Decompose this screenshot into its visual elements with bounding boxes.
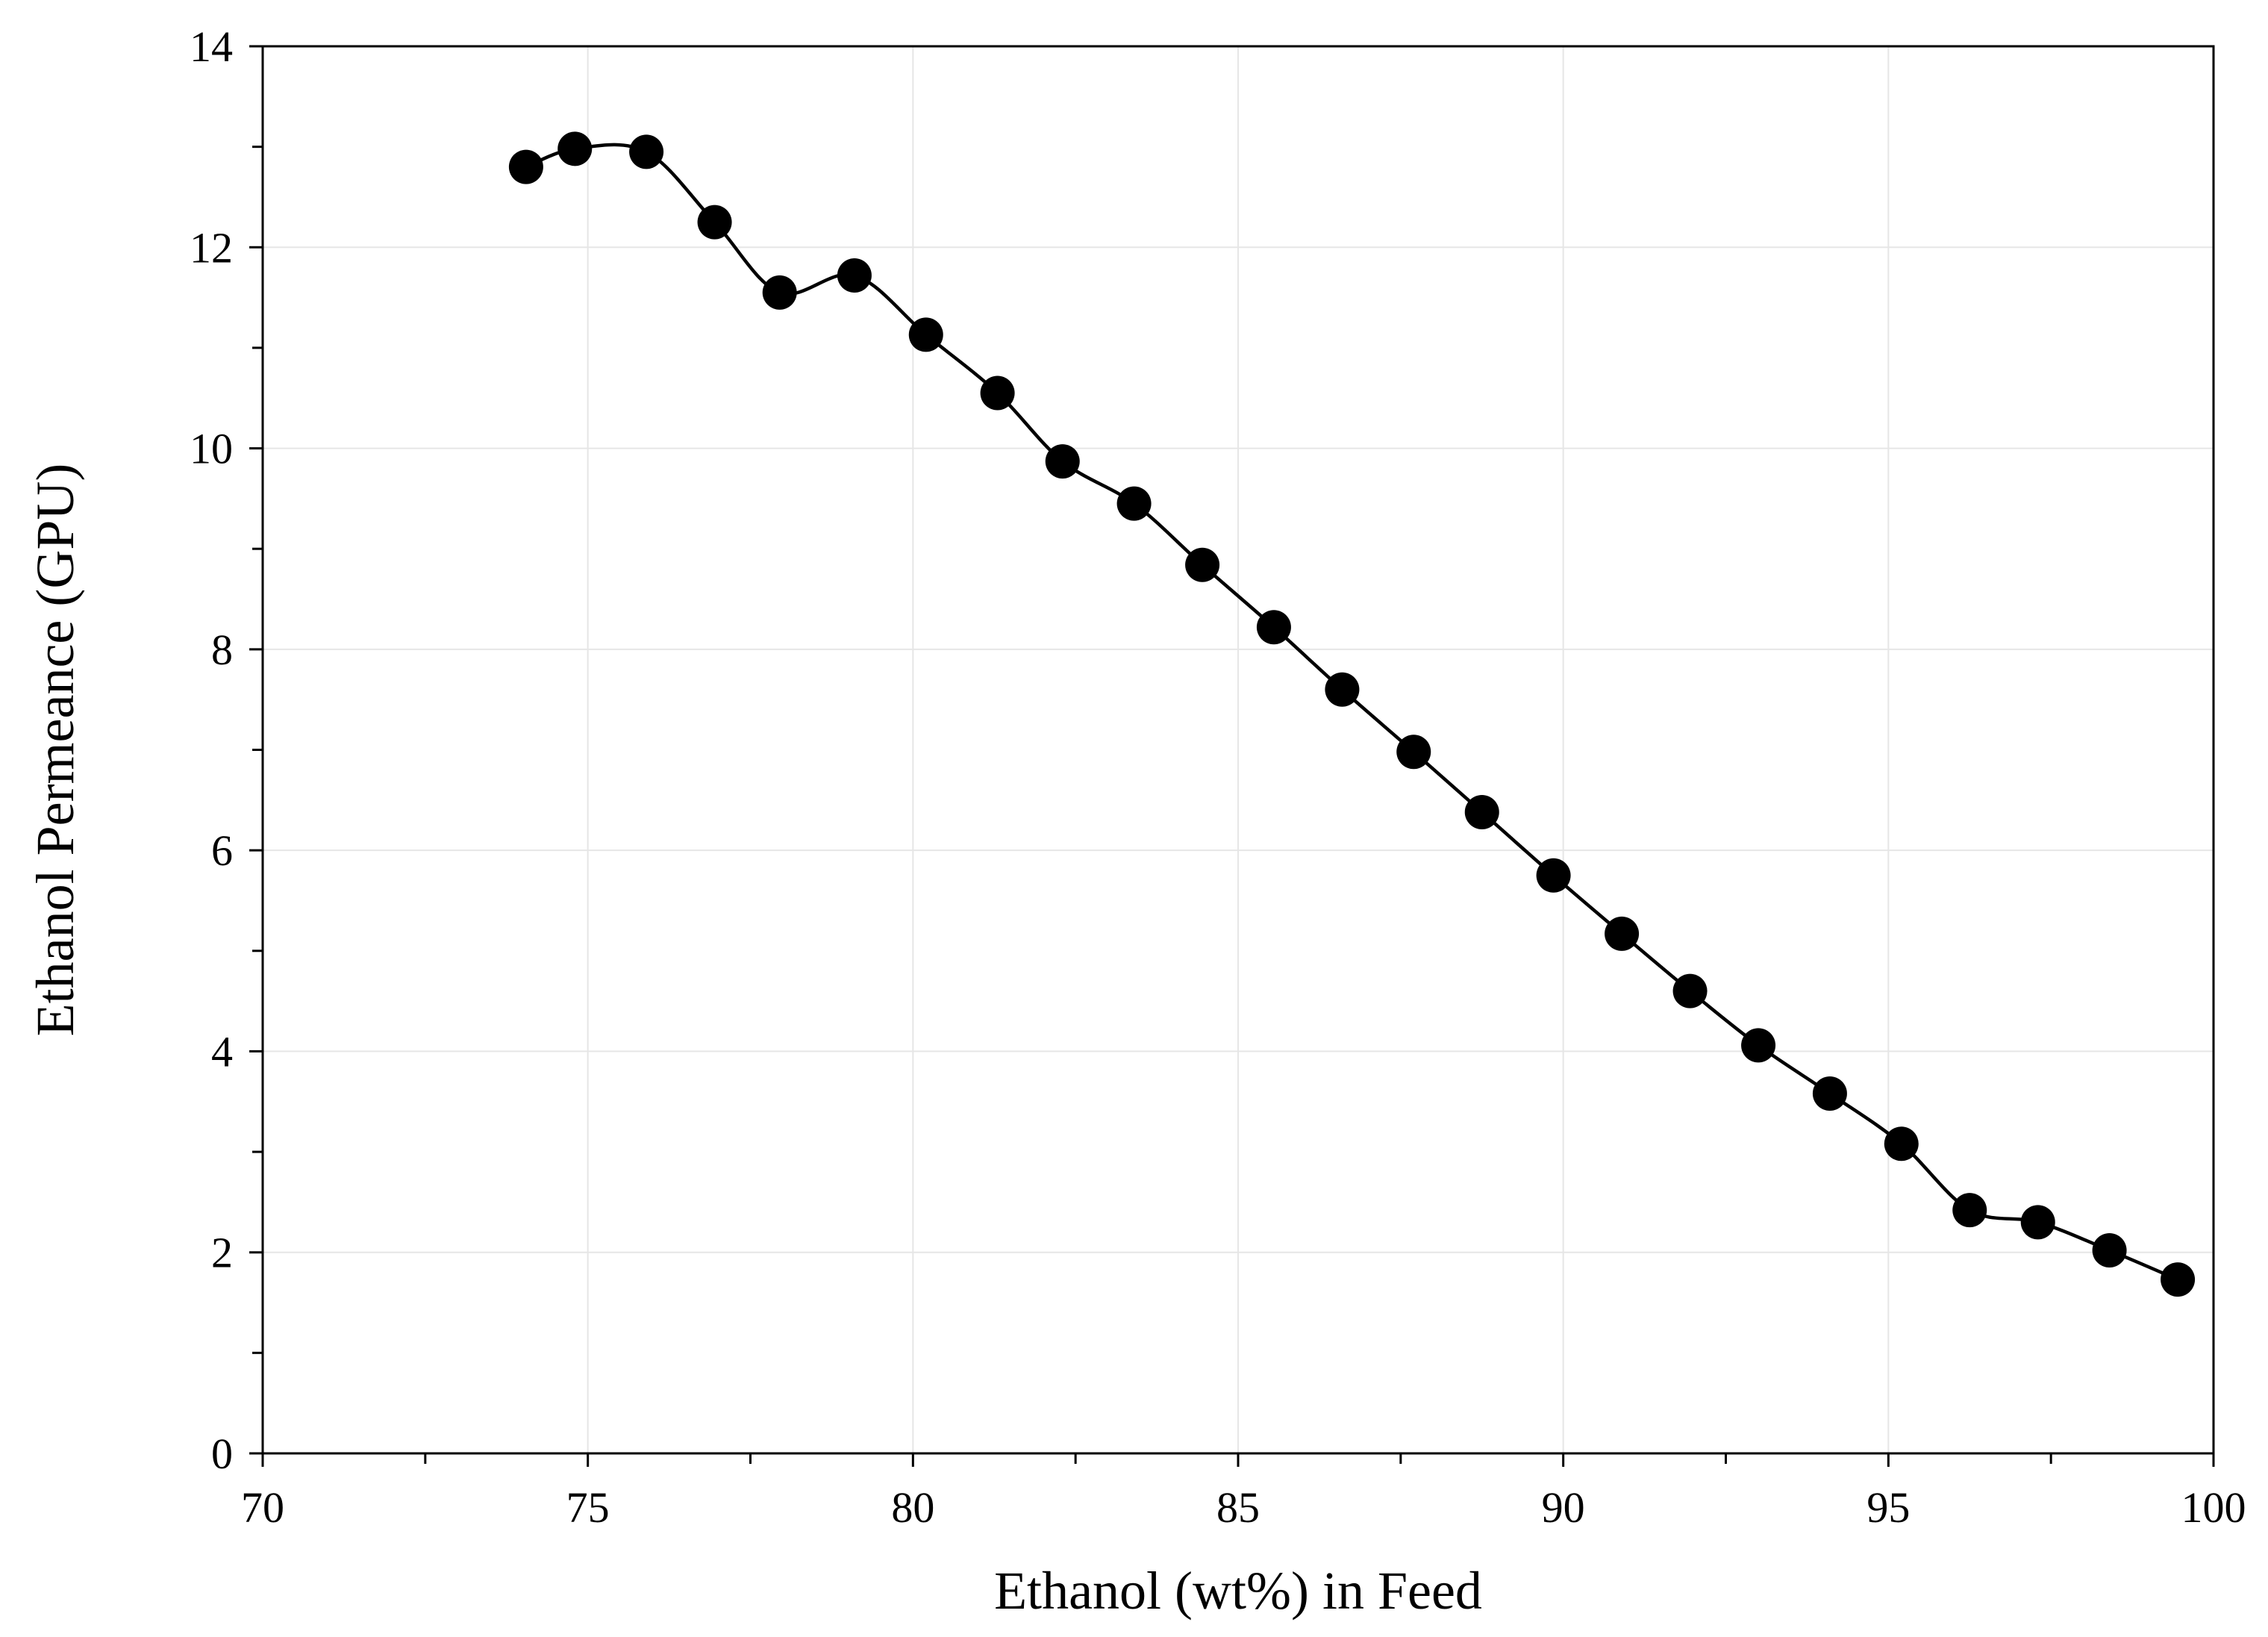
y-tick-label: 4	[211, 1027, 233, 1076]
data-point	[2092, 1233, 2127, 1268]
data-point	[2020, 1205, 2055, 1240]
data-point	[1672, 973, 1708, 1008]
axis-titles: Ethanol (wt%) in Feed Ethanol Permeance …	[25, 464, 1482, 1621]
data-point	[1396, 735, 1431, 770]
x-tick-label: 70	[241, 1483, 284, 1532]
data-point	[1325, 672, 1360, 707]
x-tick-label: 90	[1542, 1483, 1585, 1532]
x-axis-title: Ethanol (wt%) in Feed	[994, 1561, 1482, 1621]
tick-labels: 70 75 80 85 90 95 100 0 2 4 6 8 10 12 14	[190, 22, 2246, 1532]
x-tick-label: 95	[1866, 1483, 1910, 1532]
x-tick-label: 75	[566, 1483, 610, 1532]
x-tick-label: 80	[891, 1483, 934, 1532]
x-tick-label: 100	[2181, 1483, 2246, 1532]
data-point	[980, 375, 1015, 411]
y-tick-label: 8	[211, 626, 233, 674]
data-point	[557, 131, 593, 166]
data-point	[1185, 547, 1220, 582]
data-point	[2161, 1262, 2196, 1297]
data-point	[697, 205, 732, 240]
series-line	[525, 143, 2178, 1282]
data-point	[837, 258, 872, 293]
data-point	[1116, 486, 1152, 521]
data-series	[508, 131, 2196, 1297]
data-point	[629, 134, 664, 169]
data-point	[1536, 858, 1571, 893]
tick-marks	[249, 45, 2215, 1467]
y-tick-label: 2	[211, 1229, 233, 1277]
y-axis-title: Ethanol Permeance (GPU)	[25, 464, 85, 1037]
y-tick-label: 6	[211, 826, 233, 875]
data-point	[1045, 444, 1080, 479]
data-point	[1884, 1126, 1919, 1162]
data-point	[1741, 1028, 1776, 1063]
gridlines	[263, 46, 2214, 1453]
y-tick-label: 0	[211, 1429, 233, 1478]
data-point	[762, 275, 797, 310]
data-point	[508, 149, 543, 184]
data-point	[1256, 610, 1291, 645]
data-point	[1952, 1193, 1987, 1228]
y-tick-label: 12	[190, 223, 233, 272]
y-tick-label: 10	[190, 425, 233, 473]
data-point	[1464, 794, 1499, 829]
y-tick-label: 14	[190, 22, 233, 71]
data-point	[1812, 1076, 1847, 1111]
data-point	[1605, 916, 1640, 951]
x-tick-label: 85	[1216, 1483, 1260, 1532]
data-point	[908, 317, 943, 352]
